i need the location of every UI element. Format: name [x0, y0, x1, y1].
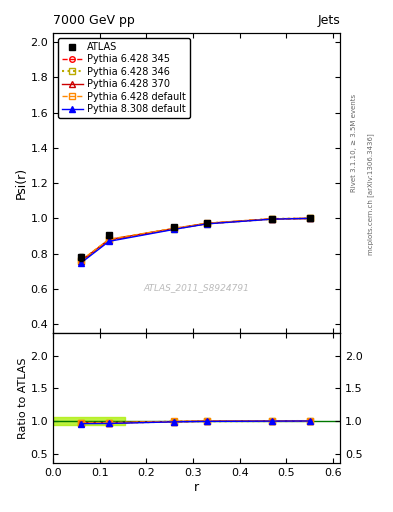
- Y-axis label: Ratio to ATLAS: Ratio to ATLAS: [18, 357, 28, 439]
- Legend: ATLAS, Pythia 6.428 345, Pythia 6.428 346, Pythia 6.428 370, Pythia 6.428 defaul: ATLAS, Pythia 6.428 345, Pythia 6.428 34…: [58, 38, 190, 118]
- Text: 7000 GeV pp: 7000 GeV pp: [53, 14, 135, 27]
- Text: Jets: Jets: [317, 14, 340, 27]
- Text: Rivet 3.1.10, ≥ 3.5M events: Rivet 3.1.10, ≥ 3.5M events: [351, 94, 357, 193]
- Y-axis label: Psi(r): Psi(r): [15, 167, 28, 199]
- Text: ATLAS_2011_S8924791: ATLAS_2011_S8924791: [143, 284, 250, 292]
- Text: mcplots.cern.ch [arXiv:1306.3436]: mcplots.cern.ch [arXiv:1306.3436]: [367, 134, 374, 255]
- X-axis label: r: r: [194, 481, 199, 494]
